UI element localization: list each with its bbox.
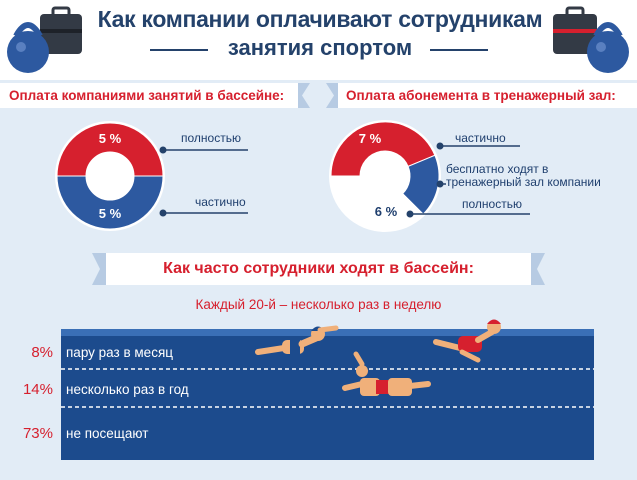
swimmer-illustration: [255, 325, 339, 355]
legend-label: бесплатно ходят в: [446, 162, 548, 176]
swimmer-illustration: [342, 351, 431, 396]
page-subtitle: занятия спортом: [227, 35, 413, 60]
pool-surface: [61, 329, 594, 336]
frequency-label: не посещают: [66, 426, 148, 441]
pool-payment-ribbon: Оплата компаниями занятий в бассейне:: [0, 83, 298, 108]
pie-slice: [330, 175, 424, 231]
kettlebell-and-briefcase-icon: [7, 6, 82, 73]
donut-hole: [360, 151, 410, 201]
frequency-percent: 8%: [31, 344, 53, 361]
title-rule-right: [430, 49, 488, 51]
pool-frequency-title: Как часто сотрудники ходят в бассейн:: [163, 260, 474, 277]
pool-frequency-ribbon: Как часто сотрудники ходят в бассейн:: [106, 253, 531, 285]
frequency-percent: 14%: [23, 381, 53, 398]
page-title: Как компании оплачивают сотрудникам: [97, 6, 543, 32]
pool-frequency-subtitle: Каждый 20-й – несколько раз в неделю: [195, 297, 442, 312]
legend-label: частично: [195, 195, 246, 209]
slice-label: 5 %: [99, 206, 122, 221]
legend-label: частично: [455, 131, 506, 145]
legend-label: полностью: [181, 131, 241, 145]
frequency-percent: 73%: [23, 425, 53, 442]
frequency-label: пару раз в месяц: [66, 345, 173, 360]
legend-label: тренажерный зал компании: [446, 175, 601, 189]
briefcase-and-kettlebell-icon: [553, 6, 629, 73]
gym-payment-title: Оплата абонемента в тренажерный зал:: [346, 88, 616, 103]
gym-payment-donut: 7 %частично3 %бесплатно ходят втренажерн…: [329, 120, 601, 232]
pool-water: [61, 329, 594, 460]
ribbon-fold-right: [326, 83, 338, 108]
title-rule-left: [150, 49, 208, 51]
ribbon-fold-center-right: [531, 253, 545, 285]
gym-payment-ribbon: Оплата абонемента в тренажерный зал:: [338, 83, 637, 108]
swimmer-illustration: [433, 319, 501, 363]
ribbon-fold-center-left: [92, 253, 106, 285]
pool-payment-donut: 5 % полностью 5 % частично: [55, 121, 248, 231]
slice-label: 6 %: [375, 204, 398, 219]
ribbon-fold-left: [298, 83, 310, 108]
slice-label: 7 %: [359, 131, 382, 146]
legend-label: полностью: [462, 197, 522, 211]
slice-label: 5 %: [99, 131, 122, 146]
frequency-label: несколько раз в год: [66, 382, 189, 397]
donut-hole: [86, 152, 134, 200]
header: [0, 0, 637, 80]
pool-frequency-rows: 8% пару раз в месяц 14% несколько раз в год…: [23, 344, 189, 442]
pool-payment-title: Оплата компаниями занятий в бассейне:: [9, 88, 285, 103]
